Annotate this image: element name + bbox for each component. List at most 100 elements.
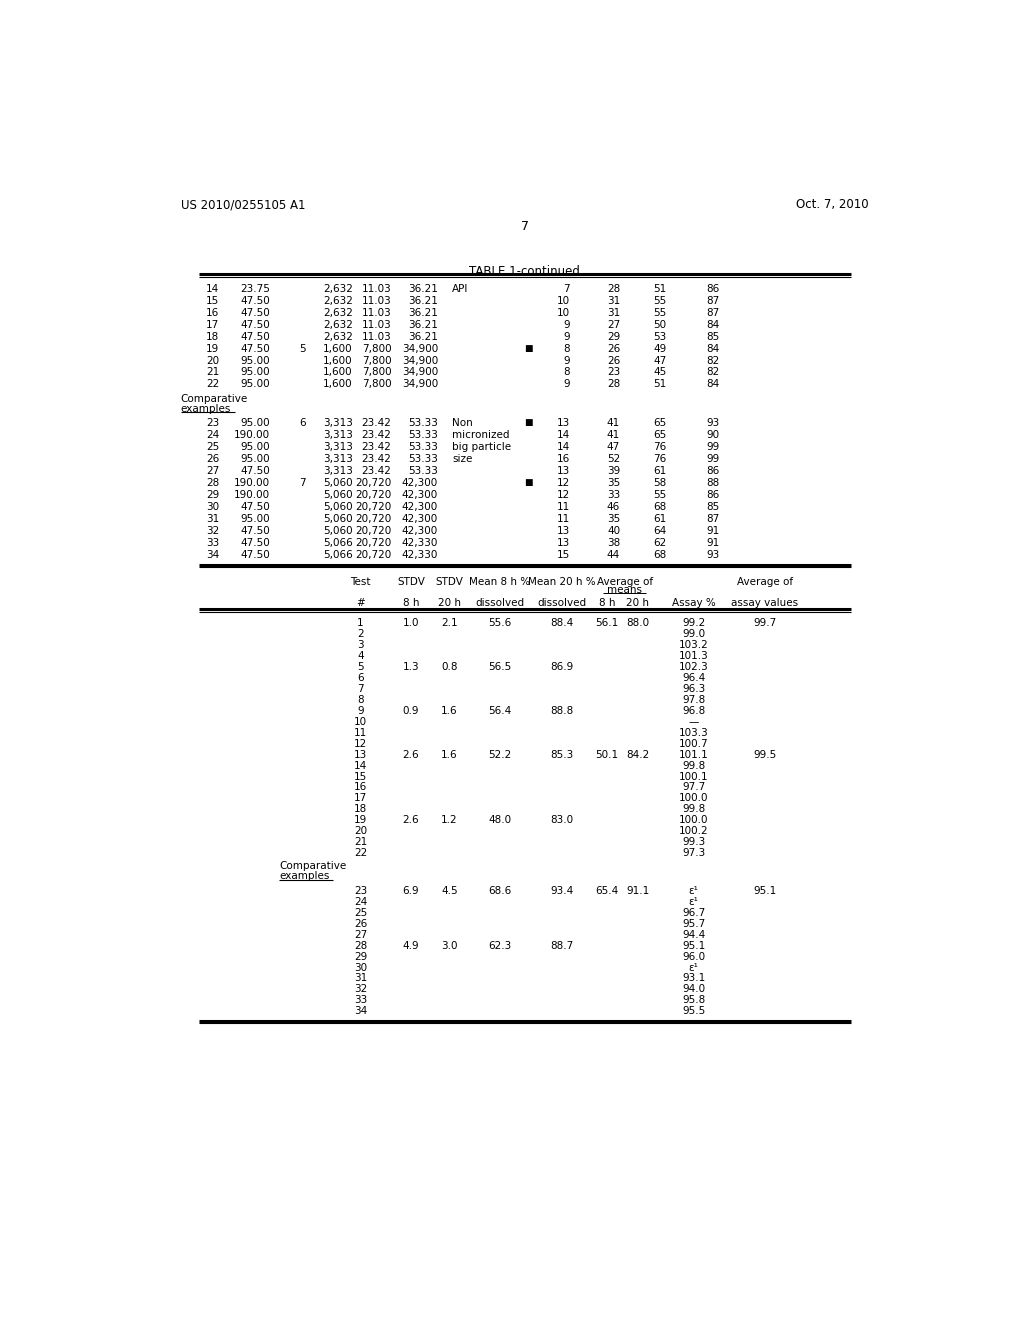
Text: 190.00: 190.00: [233, 478, 270, 488]
Text: 95.00: 95.00: [241, 418, 270, 428]
Text: 13: 13: [556, 466, 569, 477]
Text: 28: 28: [354, 941, 368, 950]
Text: 42,300: 42,300: [401, 502, 438, 512]
Text: 95.1: 95.1: [682, 941, 706, 950]
Text: 23.42: 23.42: [361, 430, 391, 440]
Text: 95.8: 95.8: [682, 995, 706, 1006]
Text: 96.0: 96.0: [682, 952, 706, 961]
Text: 47.50: 47.50: [240, 331, 270, 342]
Text: 76: 76: [653, 442, 667, 453]
Text: 68.6: 68.6: [488, 886, 512, 896]
Text: 1,600: 1,600: [324, 355, 352, 366]
Text: 49: 49: [653, 343, 667, 354]
Text: 95.00: 95.00: [241, 379, 270, 389]
Text: 68: 68: [653, 549, 667, 560]
Text: 29: 29: [607, 331, 621, 342]
Text: 2.6: 2.6: [402, 816, 419, 825]
Text: 190.00: 190.00: [233, 430, 270, 440]
Text: 42,300: 42,300: [401, 490, 438, 500]
Text: 53.33: 53.33: [409, 466, 438, 477]
Text: 5: 5: [357, 663, 364, 672]
Text: 99.7: 99.7: [754, 619, 776, 628]
Text: 11.03: 11.03: [361, 319, 391, 330]
Text: 13: 13: [556, 525, 569, 536]
Text: 40: 40: [607, 525, 621, 536]
Text: 55: 55: [653, 490, 667, 500]
Text: 48.0: 48.0: [488, 816, 512, 825]
Text: 47.50: 47.50: [240, 537, 270, 548]
Text: Mean 20 h %: Mean 20 h %: [528, 577, 596, 587]
Text: 5,066: 5,066: [323, 537, 352, 548]
Text: 13: 13: [556, 537, 569, 548]
Text: 100.0: 100.0: [679, 793, 709, 804]
Text: 10: 10: [557, 308, 569, 318]
Text: 99.2: 99.2: [682, 619, 706, 628]
Text: 31: 31: [206, 513, 219, 524]
Text: Non: Non: [452, 418, 473, 428]
Text: 2.1: 2.1: [441, 619, 458, 628]
Text: 11.03: 11.03: [361, 284, 391, 294]
Text: 26: 26: [607, 355, 621, 366]
Text: 65: 65: [653, 430, 667, 440]
Text: 3,313: 3,313: [323, 418, 352, 428]
Text: 7: 7: [563, 284, 569, 294]
Text: 23: 23: [206, 418, 219, 428]
Text: 20: 20: [354, 826, 367, 837]
Text: 11: 11: [354, 727, 368, 738]
Text: 5,060: 5,060: [324, 513, 352, 524]
Text: 3.0: 3.0: [441, 941, 458, 950]
Text: 47.50: 47.50: [240, 549, 270, 560]
Text: 7,800: 7,800: [361, 355, 391, 366]
Text: dissolved: dissolved: [475, 598, 524, 609]
Text: 88: 88: [707, 478, 719, 488]
Text: Comparative: Comparative: [180, 393, 248, 404]
Text: 33: 33: [206, 537, 219, 548]
Text: 11.03: 11.03: [361, 308, 391, 318]
Text: 36.21: 36.21: [409, 308, 438, 318]
Text: 3,313: 3,313: [323, 430, 352, 440]
Text: 15: 15: [556, 549, 569, 560]
Text: 1.6: 1.6: [441, 750, 458, 760]
Text: 2,632: 2,632: [323, 296, 352, 306]
Text: 99.8: 99.8: [682, 804, 706, 814]
Text: 5,060: 5,060: [324, 478, 352, 488]
Text: 86: 86: [707, 284, 719, 294]
Text: 20: 20: [206, 355, 219, 366]
Text: 85: 85: [707, 502, 719, 512]
Text: 0.8: 0.8: [441, 663, 458, 672]
Text: 84: 84: [707, 319, 719, 330]
Text: 27: 27: [607, 319, 621, 330]
Text: 10: 10: [557, 296, 569, 306]
Text: Comparative: Comparative: [280, 862, 346, 871]
Text: 5,066: 5,066: [323, 549, 352, 560]
Text: 96.7: 96.7: [682, 908, 706, 917]
Text: 95.00: 95.00: [241, 442, 270, 453]
Text: 99.8: 99.8: [682, 760, 706, 771]
Text: 95.7: 95.7: [682, 919, 706, 929]
Text: 35: 35: [607, 478, 621, 488]
Text: ■: ■: [523, 343, 532, 352]
Text: 95.00: 95.00: [241, 367, 270, 378]
Text: STDV: STDV: [435, 577, 464, 587]
Text: 2,632: 2,632: [323, 308, 352, 318]
Text: 22: 22: [354, 847, 368, 858]
Text: 36.21: 36.21: [409, 331, 438, 342]
Text: 94.4: 94.4: [682, 929, 706, 940]
Text: 101.3: 101.3: [679, 651, 709, 661]
Text: 14: 14: [354, 760, 368, 771]
Text: 96.4: 96.4: [682, 673, 706, 684]
Text: 47: 47: [607, 442, 621, 453]
Text: 99.0: 99.0: [682, 630, 706, 639]
Text: 50.1: 50.1: [595, 750, 618, 760]
Text: 14: 14: [206, 284, 219, 294]
Text: 62.3: 62.3: [488, 941, 512, 950]
Text: 2,632: 2,632: [323, 284, 352, 294]
Text: 100.1: 100.1: [679, 772, 709, 781]
Text: 21: 21: [206, 367, 219, 378]
Text: 8 h: 8 h: [402, 598, 419, 609]
Text: 31: 31: [354, 973, 368, 983]
Text: 28: 28: [607, 379, 621, 389]
Text: 1.0: 1.0: [402, 619, 419, 628]
Text: ■: ■: [523, 478, 532, 487]
Text: 87: 87: [707, 296, 719, 306]
